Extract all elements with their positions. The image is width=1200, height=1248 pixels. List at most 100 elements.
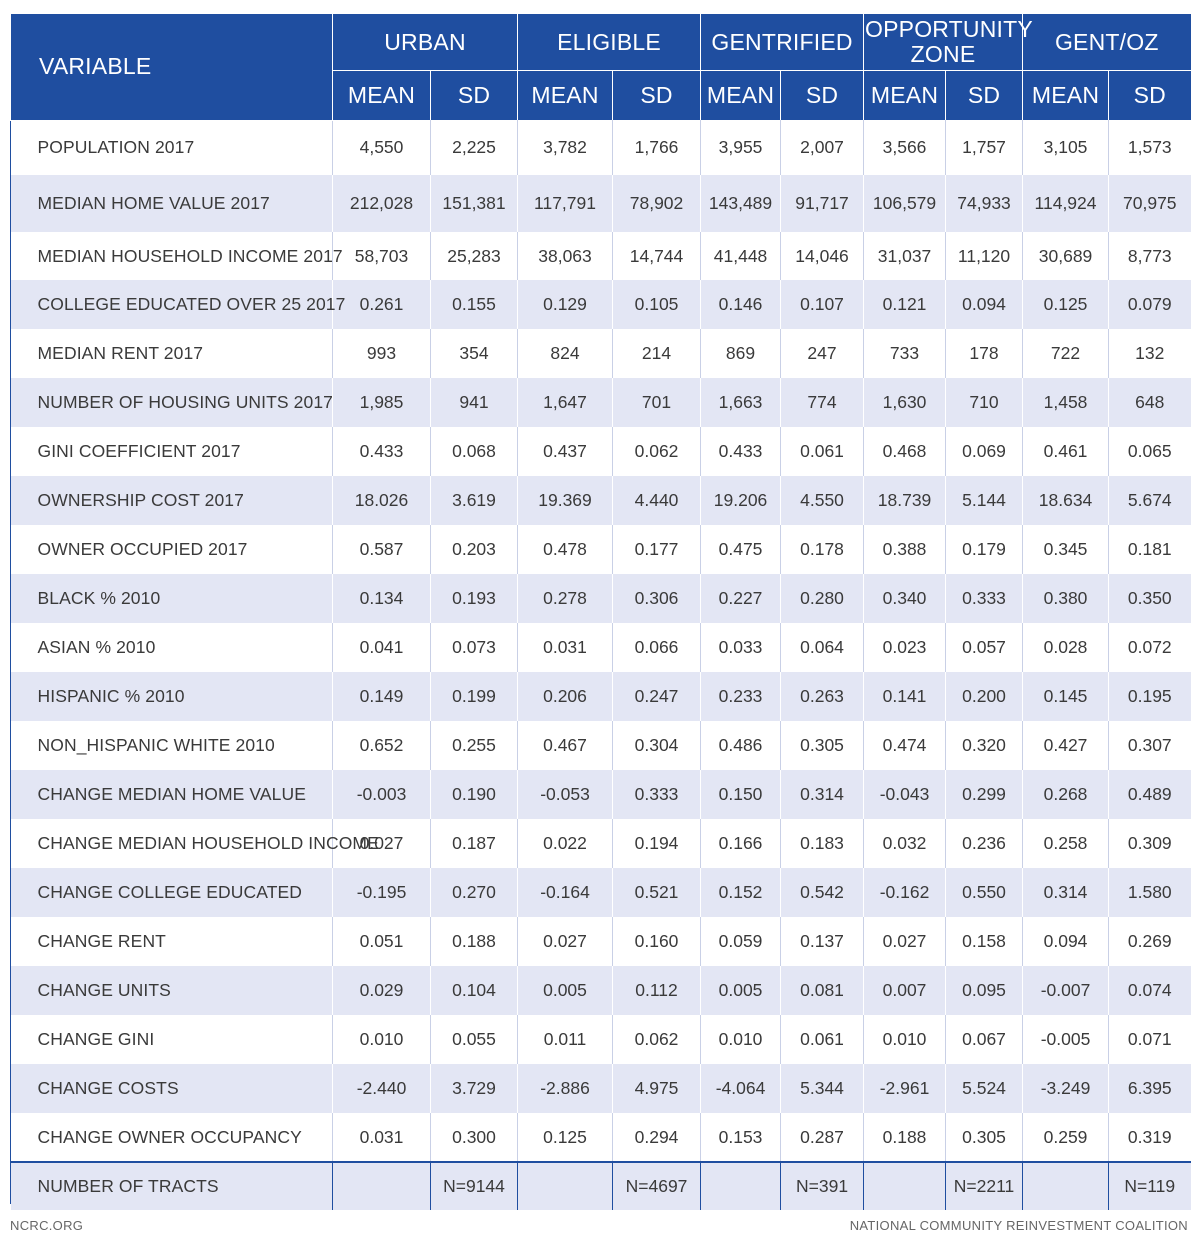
table-row: NON_HISPANIC WHITE 2010 0.652 0.255 0.467 0.… <box>10 721 1191 770</box>
sd-cell: 0.304 <box>612 721 701 770</box>
sd-cell: 0.062 <box>612 1015 701 1064</box>
sd-cell: 8,773 <box>1108 232 1191 280</box>
sd-cell: 214 <box>612 329 701 378</box>
sd-cell: 0.489 <box>1108 770 1191 819</box>
sd-cell: 0.203 <box>429 525 518 574</box>
mean-cell: 58,703 <box>332 232 431 280</box>
mean-cell: 0.134 <box>332 574 431 623</box>
mean-cell: 0.010 <box>332 1015 431 1064</box>
group-header-opportunity-zone: OPPORTUNITY ZONE <box>863 14 1033 71</box>
sd-cell: 2,007 <box>780 120 864 175</box>
table-row: HISPANIC % 2010 0.149 0.199 0.206 0.247 0.233… <box>10 672 1191 721</box>
tracts-cell: N=391 <box>780 1161 864 1210</box>
mean-header: MEAN <box>700 70 781 120</box>
sd-cell: 0.072 <box>1108 623 1191 672</box>
sd-cell: 0.073 <box>429 623 518 672</box>
sd-cell: 710 <box>945 378 1023 427</box>
mean-cell: 19.206 <box>700 476 781 525</box>
sd-cell: 0.062 <box>612 427 701 476</box>
group-header-eligible: ELIGIBLE <box>517 14 701 71</box>
mean-cell: 0.388 <box>863 525 946 574</box>
sd-cell: 0.319 <box>1108 1113 1191 1162</box>
sd-cell: 0.190 <box>429 770 518 819</box>
mean-cell: -0.053 <box>517 770 613 819</box>
row-label: COLLEGE EDUCATED OVER 25 2017 <box>10 280 345 329</box>
sd-cell: 0.065 <box>1108 427 1191 476</box>
mean-cell: 0.094 <box>1022 917 1109 966</box>
mean-cell: 0.652 <box>332 721 431 770</box>
mean-cell: 0.005 <box>700 966 781 1015</box>
row-label: CHANGE RENT <box>10 917 333 966</box>
mean-cell: 18.634 <box>1022 476 1109 525</box>
mean-cell: 0.023 <box>863 623 946 672</box>
row-label: OWNER OCCUPIED 2017 <box>10 525 333 574</box>
sd-cell: 0.333 <box>945 574 1023 623</box>
mean-cell: 0.005 <box>517 966 613 1015</box>
mean-cell: 0.150 <box>700 770 781 819</box>
mean-cell: 0.259 <box>1022 1113 1109 1162</box>
mean-cell: 0.011 <box>517 1015 613 1064</box>
mean-cell: 143,489 <box>700 175 781 232</box>
row-label: OWNERSHIP COST 2017 <box>10 476 333 525</box>
sd-cell: 1,766 <box>612 120 701 175</box>
header-group-row: VARIABLE URBAN ELIGIBLE GENTRIFIED OPPOR… <box>10 14 1191 121</box>
table-row: NUMBER OF HOUSING UNITS 2017 1,985 941 1,64… <box>10 378 1191 427</box>
mean-cell: 3,105 <box>1022 120 1109 175</box>
sd-cell: 0.299 <box>945 770 1023 819</box>
table-row: CHANGE MEDIAN HOME VALUE -0.003 0.190 -0.05… <box>10 770 1191 819</box>
sd-cell: 0.095 <box>945 966 1023 1015</box>
mean-cell: 0.032 <box>863 819 946 868</box>
sd-cell: 132 <box>1108 329 1191 378</box>
sd-cell: 4.550 <box>780 476 864 525</box>
mean-cell: 0.010 <box>700 1015 781 1064</box>
mean-cell: 0.153 <box>700 1113 781 1162</box>
tracts-cell: N=2211 <box>945 1161 1023 1210</box>
tracts-cell <box>1022 1161 1109 1210</box>
mean-cell: 212,028 <box>332 175 431 232</box>
group-header-gentrified: GENTRIFIED <box>700 14 864 71</box>
table-row: MEDIAN HOME VALUE 2017 212,028 151,381 117,… <box>10 175 1191 232</box>
mean-cell: 0.121 <box>863 280 946 329</box>
mean-cell: 0.031 <box>517 623 613 672</box>
mean-cell: 0.007 <box>863 966 946 1015</box>
table-row: CHANGE COLLEGE EDUCATED -0.195 0.270 -0.164… <box>10 868 1191 917</box>
sd-header: SD <box>612 70 701 120</box>
mean-cell: 0.022 <box>517 819 613 868</box>
sd-cell: 0.068 <box>429 427 518 476</box>
row-label: CHANGE MEDIAN HOME VALUE <box>10 770 333 819</box>
sd-header: SD <box>945 70 1023 120</box>
mean-cell: 41,448 <box>700 232 781 280</box>
mean-cell: -2.961 <box>863 1064 946 1113</box>
row-label: CHANGE MEDIAN HOUSEHOLD INCOME <box>10 819 379 868</box>
mean-cell: 30,689 <box>1022 232 1109 280</box>
sd-cell: 0.155 <box>429 280 518 329</box>
variable-header: VARIABLE <box>10 14 333 121</box>
row-label: CHANGE COLLEGE EDUCATED <box>10 868 333 917</box>
sd-cell: 0.200 <box>945 672 1023 721</box>
sd-cell: 0.294 <box>612 1113 701 1162</box>
sd-cell: 5.674 <box>1108 476 1191 525</box>
tracts-cell <box>517 1161 613 1210</box>
mean-cell: 18.026 <box>332 476 431 525</box>
mean-cell: 0.475 <box>700 525 781 574</box>
mean-cell: -0.162 <box>863 868 946 917</box>
sd-cell: 2,225 <box>429 120 518 175</box>
mean-cell: 0.059 <box>700 917 781 966</box>
sd-cell: 0.195 <box>1108 672 1191 721</box>
mean-cell: -3.249 <box>1022 1064 1109 1113</box>
mean-cell: 824 <box>517 329 613 378</box>
table-row: POPULATION 2017 4,550 2,225 3,782 1,766 3,955… <box>10 120 1191 175</box>
sd-cell: 0.107 <box>780 280 864 329</box>
sd-cell: 5.524 <box>945 1064 1023 1113</box>
mean-cell: 0.345 <box>1022 525 1109 574</box>
mean-cell: 0.258 <box>1022 819 1109 868</box>
mean-cell: 0.129 <box>517 280 613 329</box>
mean-cell: 114,924 <box>1022 175 1109 232</box>
sd-cell: 3.729 <box>429 1064 518 1113</box>
tracts-label: NUMBER OF TRACTS <box>10 1161 333 1210</box>
mean-cell: 3,955 <box>700 120 781 175</box>
mean-cell: 117,791 <box>517 175 613 232</box>
row-label: NUMBER OF HOUSING UNITS 2017 <box>10 378 333 427</box>
table-row: MEDIAN HOUSEHOLD INCOME 2017 58,703 25,283… <box>10 232 1191 280</box>
mean-cell: -0.007 <box>1022 966 1109 1015</box>
